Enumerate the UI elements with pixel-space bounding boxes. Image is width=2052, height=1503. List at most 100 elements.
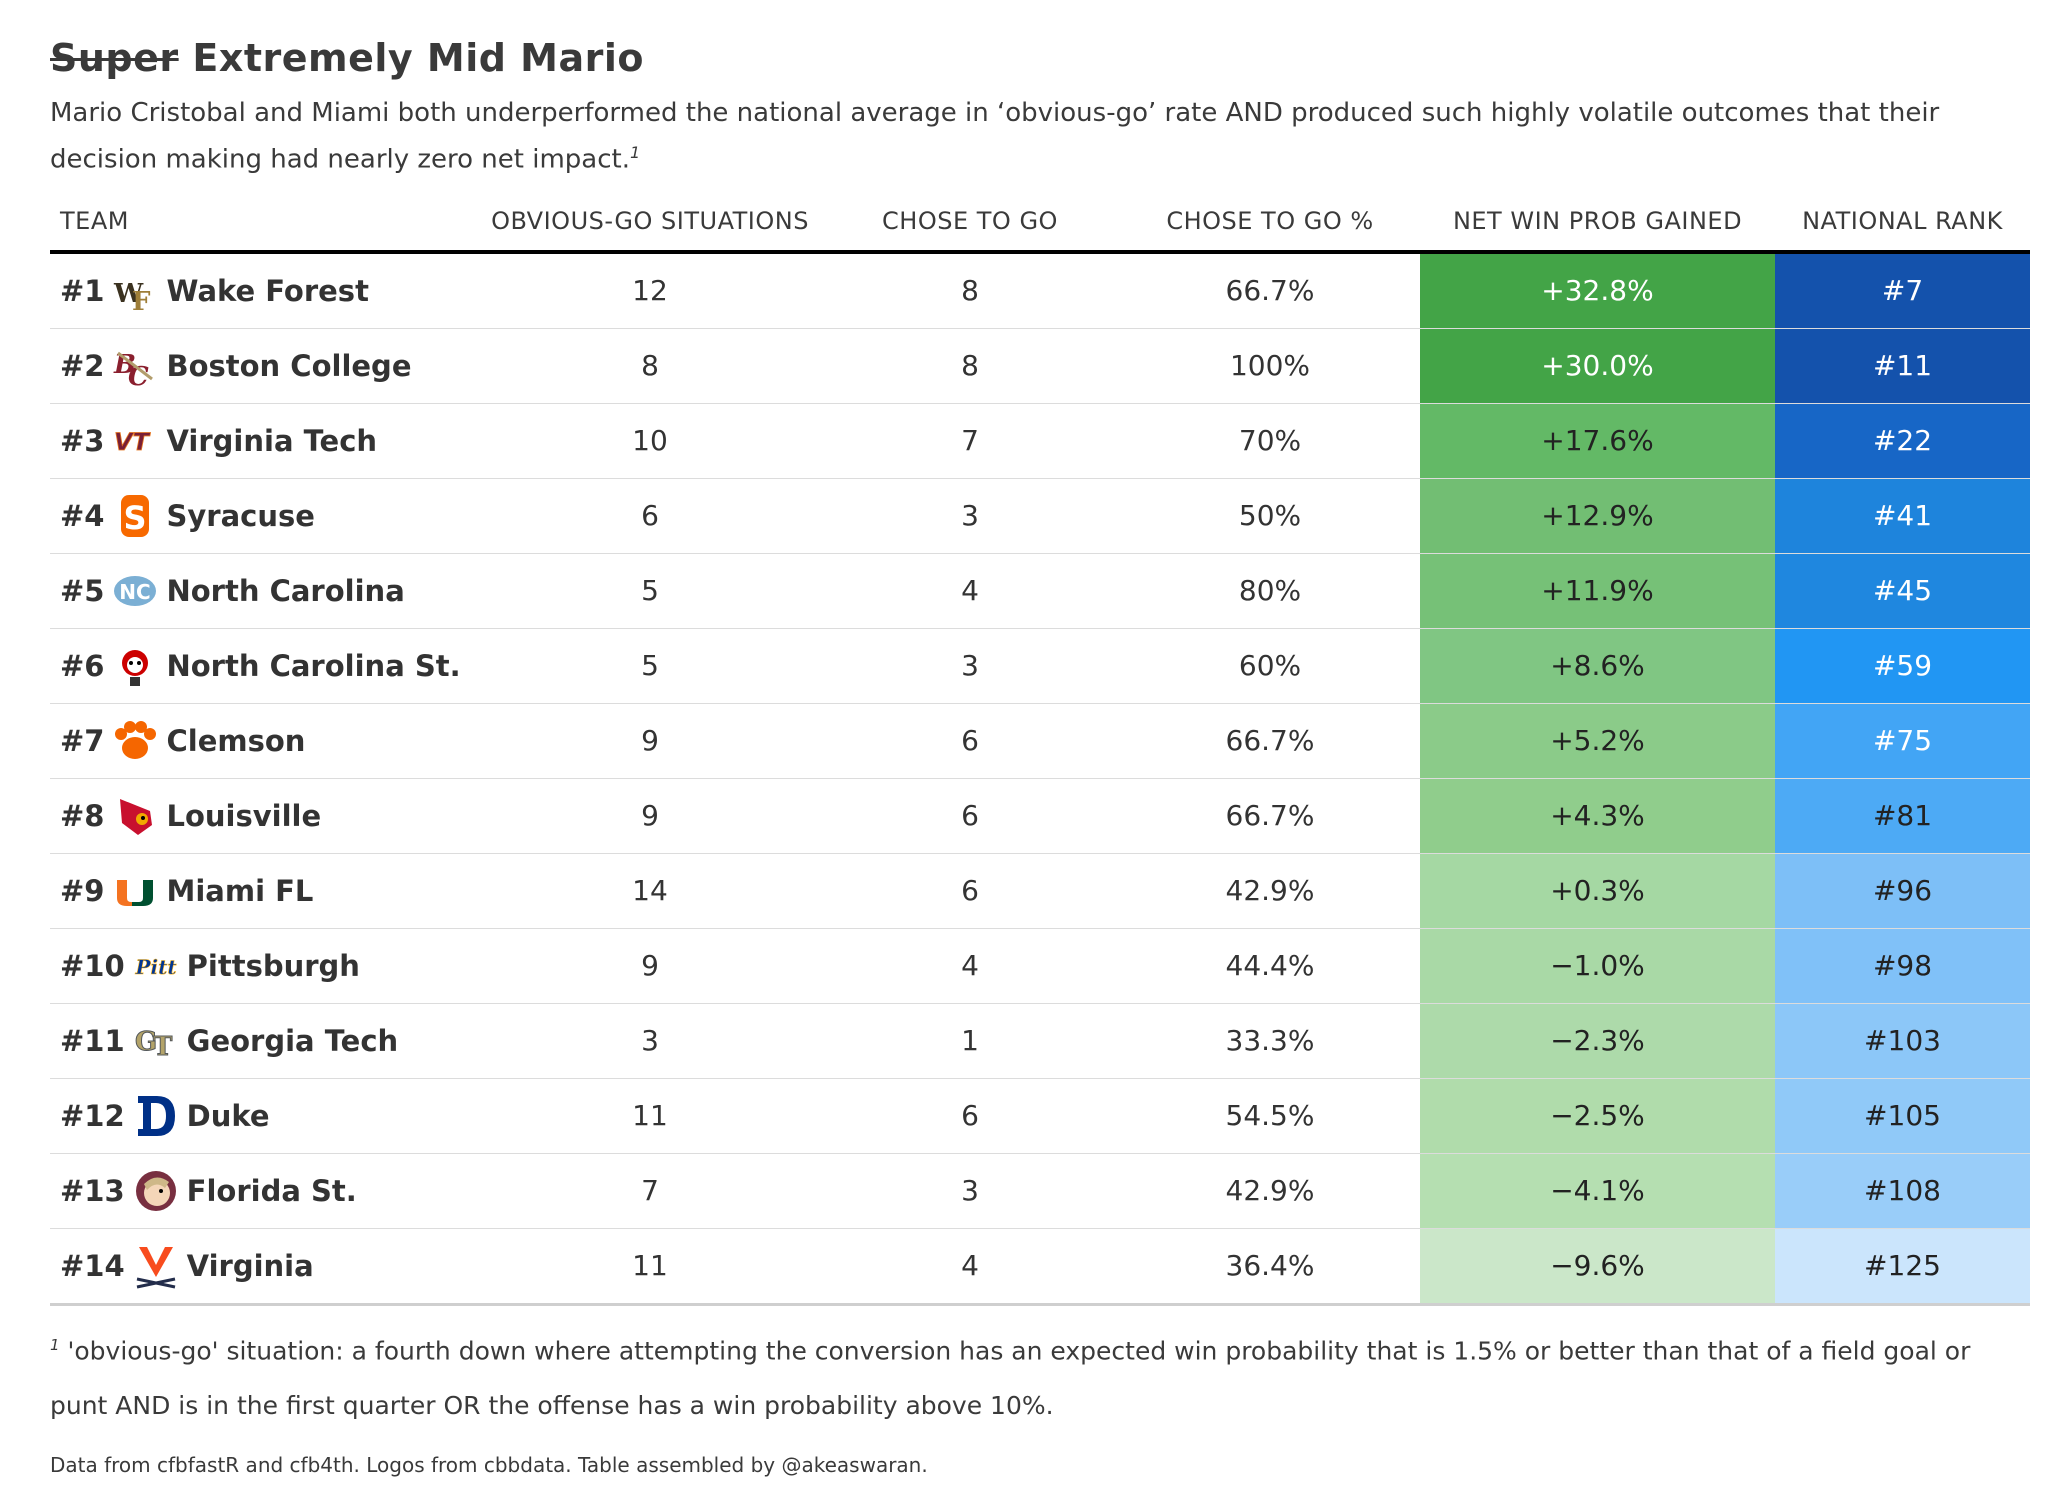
national-rank-cell: #45 (1775, 553, 2030, 629)
net-win-prob-cell: +17.6% (1420, 403, 1775, 479)
svg-text:C: C (128, 362, 149, 389)
team-cell: #9 Miami FL (50, 853, 480, 929)
column-header: NATIONAL RANK (1775, 191, 2030, 254)
chose-to-go-cell: 4 (820, 928, 1120, 1004)
svg-text:B: B (113, 350, 136, 380)
team-name: Georgia Tech (186, 1023, 399, 1058)
team-cell-content: #5 NC North Carolina (60, 568, 480, 614)
chose-to-go-pct-cell: 80% (1120, 553, 1420, 629)
chose-to-go-cell: 1 (820, 1003, 1120, 1079)
table-row: #1 W F Wake Forest 12 8 66.7% +32.8% #7 (50, 251, 2030, 329)
team-cell-content: #14 Virginia (60, 1243, 480, 1289)
national-rank-cell: #11 (1775, 328, 2030, 404)
team-cell-content: #12 Duke (60, 1093, 480, 1139)
table-row: #13 Florida St. 7 3 42.9% −4.1% #108 (50, 1153, 2030, 1229)
net-win-prob-cell: +4.3% (1420, 778, 1775, 854)
team-cell: #11 G T Georgia Tech (50, 1003, 480, 1079)
chose-to-go-pct-cell: 66.7% (1120, 251, 1420, 329)
obvious-go-situations-cell: 11 (480, 1228, 820, 1306)
table-row: #14 Virginia 11 4 36.4% −9.6% #125 (50, 1228, 2030, 1306)
national-rank-cell: #105 (1775, 1078, 2030, 1154)
obvious-go-situations-cell: 8 (480, 328, 820, 404)
table-row: #9 Miami FL 14 6 42.9% +0.3% #96 (50, 853, 2030, 929)
svg-text:W: W (113, 279, 144, 309)
chose-to-go-pct-cell: 100% (1120, 328, 1420, 404)
team-cell-content: #9 Miami FL (60, 868, 480, 914)
svg-text:T: T (153, 1032, 173, 1062)
chose-to-go-cell: 3 (820, 478, 1120, 554)
florida-state-logo (133, 1168, 179, 1214)
table-graphic: Super Extremely Mid Mario Mario Cristoba… (50, 36, 2030, 1477)
conference-rank: #5 (60, 573, 105, 608)
team-name: Wake Forest (166, 273, 369, 308)
net-win-prob-cell: +12.9% (1420, 478, 1775, 554)
chose-to-go-pct-cell: 42.9% (1120, 1153, 1420, 1229)
chose-to-go-pct-cell: 36.4% (1120, 1228, 1420, 1306)
subtitle-footnote-mark: 1 (630, 143, 641, 162)
chose-to-go-pct-cell: 60% (1120, 628, 1420, 704)
table-row: #6 North Carolina St. 5 3 60% +8.6% #59 (50, 628, 2030, 704)
data-table: TEAM OBVIOUS-GO SITUATIONS CHOSE TO GO C… (50, 191, 2030, 1306)
team-cell: #8 Louisville (50, 778, 480, 854)
chart-subtitle: Mario Cristobal and Miami both underperf… (50, 94, 2000, 180)
table-row: #10 Pitt Pittsburgh 9 4 44.4% −1.0% #98 (50, 928, 2030, 1004)
north-carolina-logo: NC (112, 568, 158, 614)
national-rank-cell: #75 (1775, 703, 2030, 779)
table-row: #12 Duke 11 6 54.5% −2.5% #105 (50, 1078, 2030, 1154)
table-row: #4 S Syracuse 6 3 50% +12.9% #41 (50, 478, 2030, 554)
obvious-go-situations-cell: 10 (480, 403, 820, 479)
net-win-prob-cell: −2.3% (1420, 1003, 1775, 1079)
net-win-prob-cell: +30.0% (1420, 328, 1775, 404)
chose-to-go-cell: 8 (820, 328, 1120, 404)
obvious-go-situations-cell: 3 (480, 1003, 820, 1079)
chose-to-go-pct-cell: 44.4% (1120, 928, 1420, 1004)
column-header: CHOSE TO GO % (1120, 191, 1420, 254)
conference-rank: #7 (60, 723, 105, 758)
team-cell-content: #1 W F Wake Forest (60, 268, 480, 314)
conference-rank: #6 (60, 648, 105, 683)
chose-to-go-cell: 4 (820, 1228, 1120, 1306)
chose-to-go-cell: 4 (820, 553, 1120, 629)
clemson-logo (112, 718, 158, 764)
conference-rank: #3 (60, 423, 105, 458)
team-name: Miami FL (166, 873, 314, 908)
net-win-prob-cell: +8.6% (1420, 628, 1775, 704)
column-header: TEAM (50, 191, 480, 254)
team-cell: #10 Pitt Pittsburgh (50, 928, 480, 1004)
title-struck-word: Super (50, 36, 179, 80)
team-name: Louisville (166, 798, 322, 833)
chose-to-go-cell: 3 (820, 628, 1120, 704)
national-rank-cell: #7 (1775, 251, 2030, 329)
team-name: Boston College (166, 348, 412, 383)
chose-to-go-cell: 6 (820, 778, 1120, 854)
conference-rank: #12 (60, 1098, 125, 1133)
conference-rank: #14 (60, 1248, 125, 1283)
team-cell-content: #7 Clemson (60, 718, 480, 764)
table-row: #8 Louisville 9 6 66.7% +4.3% #81 (50, 778, 2030, 854)
net-win-prob-cell: −4.1% (1420, 1153, 1775, 1229)
table-row: #2 B C Boston College 8 8 100% +30.0% #11 (50, 328, 2030, 404)
footnote-text: 'obvious-go' situation: a fourth down wh… (50, 1335, 1971, 1420)
team-name: Syracuse (166, 498, 315, 533)
obvious-go-situations-cell: 9 (480, 778, 820, 854)
table-row: #5 NC North Carolina 5 4 80% +11.9% #45 (50, 553, 2030, 629)
chose-to-go-pct-cell: 42.9% (1120, 853, 1420, 929)
team-cell-content: #10 Pitt Pittsburgh (60, 943, 480, 989)
team-cell-content: #4 S Syracuse (60, 493, 480, 539)
chose-to-go-pct-cell: 50% (1120, 478, 1420, 554)
net-win-prob-cell: +11.9% (1420, 553, 1775, 629)
conference-rank: #8 (60, 798, 105, 833)
team-name: Duke (186, 1098, 270, 1133)
svg-text:S: S (124, 499, 147, 537)
team-cell: #5 NC North Carolina (50, 553, 480, 629)
nc-state-logo (112, 643, 158, 689)
team-name: North Carolina (166, 573, 405, 608)
team-cell: #2 B C Boston College (50, 328, 480, 404)
chose-to-go-cell: 7 (820, 403, 1120, 479)
national-rank-cell: #59 (1775, 628, 2030, 704)
team-name: Clemson (166, 723, 306, 758)
svg-text:G: G (135, 1027, 157, 1057)
svg-text:Pitt: Pitt (134, 955, 177, 979)
